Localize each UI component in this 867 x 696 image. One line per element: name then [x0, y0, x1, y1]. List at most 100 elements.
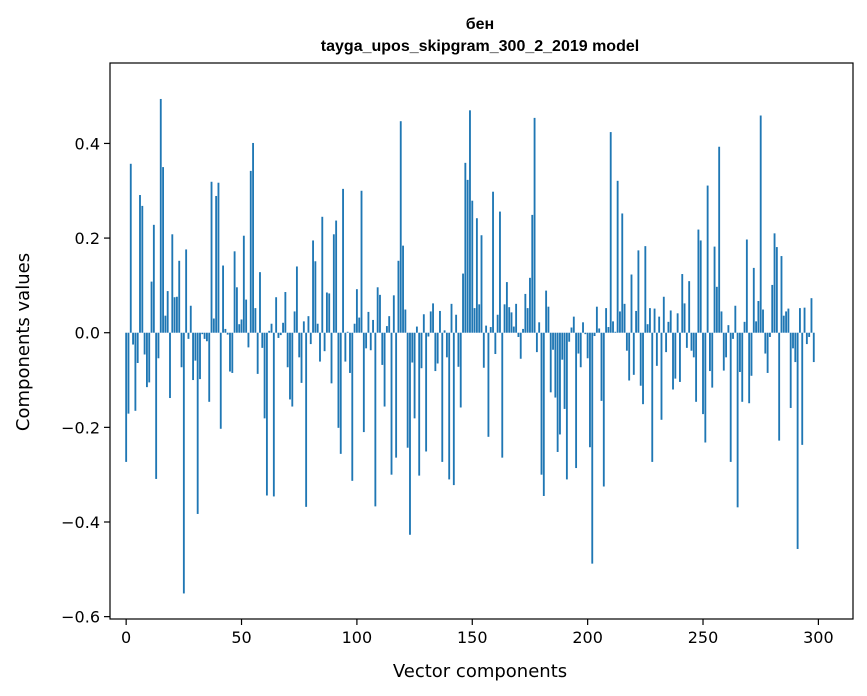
bar — [625, 332, 628, 351]
bar — [780, 256, 783, 333]
bar — [771, 284, 774, 333]
bar — [547, 306, 550, 333]
bar — [644, 246, 647, 333]
bar — [533, 117, 536, 333]
bar — [584, 332, 587, 335]
bar — [355, 289, 358, 333]
bar — [185, 249, 188, 333]
bar — [418, 332, 421, 476]
bar — [372, 319, 374, 333]
bar — [203, 332, 206, 339]
bar — [171, 234, 174, 333]
bar — [559, 332, 561, 435]
x-tick-label: 100 — [342, 628, 373, 647]
bar — [658, 316, 661, 333]
bar — [305, 332, 308, 507]
bar — [621, 213, 624, 333]
bar — [743, 321, 746, 333]
bar — [192, 332, 194, 381]
bar — [674, 332, 677, 379]
bar — [328, 293, 331, 333]
y-tick-label: 0.4 — [75, 134, 100, 153]
bar — [595, 306, 598, 333]
bar — [249, 170, 252, 333]
bar — [669, 310, 672, 333]
bar — [505, 282, 508, 333]
bar — [238, 324, 241, 333]
bar — [556, 332, 559, 452]
bar — [289, 332, 291, 400]
bar — [535, 332, 538, 353]
bar — [734, 305, 737, 333]
bar — [413, 332, 416, 419]
bar — [681, 274, 684, 333]
bar — [690, 332, 693, 351]
bar — [628, 332, 631, 381]
bar — [602, 332, 605, 487]
bar — [420, 332, 423, 369]
bar — [612, 321, 614, 333]
bar — [649, 308, 651, 333]
bar — [392, 295, 395, 333]
bar — [688, 281, 691, 333]
bar — [312, 240, 314, 333]
bar — [517, 332, 520, 337]
bar — [293, 311, 296, 333]
bar — [540, 332, 543, 475]
bar — [482, 332, 485, 368]
bar — [173, 297, 176, 333]
bar — [374, 332, 377, 507]
bar — [552, 332, 554, 350]
bar — [282, 322, 284, 333]
y-tick-label: −0.6 — [61, 608, 100, 627]
bar — [256, 332, 259, 374]
bar — [319, 332, 321, 362]
bar — [365, 332, 368, 349]
bar — [429, 311, 432, 333]
bar — [439, 310, 441, 333]
bar — [337, 332, 340, 428]
bar — [229, 332, 231, 372]
bar — [325, 292, 328, 333]
bar — [210, 181, 213, 333]
bar — [406, 332, 409, 448]
bar — [545, 290, 548, 333]
bar — [563, 332, 566, 409]
bar — [353, 323, 356, 333]
bar — [261, 332, 264, 348]
bar — [799, 308, 801, 333]
bar — [159, 98, 162, 333]
bar — [157, 332, 160, 359]
bar — [323, 332, 326, 352]
bar — [235, 287, 238, 333]
bar — [480, 235, 483, 333]
bar — [231, 332, 234, 373]
y-tick-label: 0.0 — [75, 324, 100, 343]
bar — [478, 304, 481, 333]
bar — [150, 281, 153, 333]
bar — [189, 305, 192, 333]
y-tick-label: −0.4 — [61, 513, 100, 532]
bar — [582, 322, 584, 333]
bar — [769, 332, 771, 337]
bar — [452, 332, 455, 486]
x-axis-label: Vector components — [393, 661, 567, 682]
bar — [245, 299, 248, 333]
bar — [349, 332, 351, 373]
bar — [300, 332, 303, 383]
bar — [457, 332, 460, 367]
bar — [182, 332, 185, 594]
bar — [409, 332, 411, 535]
bar — [212, 318, 215, 333]
bar — [531, 214, 534, 333]
bar — [196, 332, 199, 514]
bar — [259, 272, 261, 333]
bar — [757, 301, 760, 333]
bar — [436, 332, 439, 364]
bar — [616, 180, 619, 333]
bar — [367, 311, 370, 333]
bar — [787, 308, 790, 333]
bar — [175, 296, 178, 333]
bar — [499, 211, 501, 333]
bar — [376, 287, 379, 333]
